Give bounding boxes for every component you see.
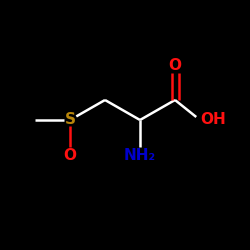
Text: S: S: [64, 112, 76, 128]
Text: OH: OH: [200, 112, 226, 128]
Text: O: O: [64, 148, 76, 162]
Text: NH₂: NH₂: [124, 148, 156, 162]
Text: O: O: [168, 58, 181, 72]
